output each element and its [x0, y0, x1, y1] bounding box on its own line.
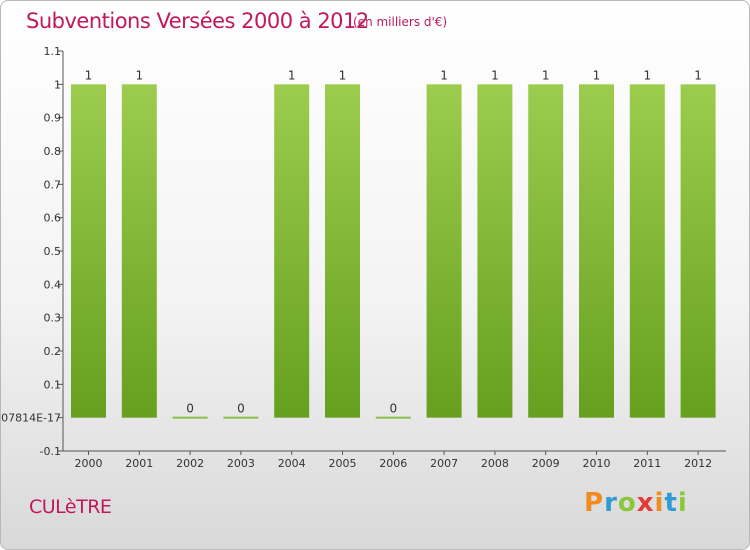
x-tick-label: 2001 — [125, 457, 153, 470]
data-label: 1 — [643, 68, 651, 82]
x-tick-label: 2000 — [75, 457, 103, 470]
y-tick-label: 1.3877787807814E-17 — [1, 412, 61, 425]
data-label: 1 — [339, 68, 347, 82]
data-label: 0 — [389, 402, 397, 416]
commune-name: CULèTRE — [29, 496, 112, 518]
x-tick-label: 2005 — [329, 457, 357, 470]
x-tick-label: 2010 — [583, 457, 611, 470]
bar — [172, 416, 208, 419]
logo-letter: o — [617, 488, 637, 518]
y-tick-label: 0.5 — [44, 245, 62, 258]
data-label: 0 — [186, 402, 194, 416]
bar — [121, 84, 157, 418]
bar — [426, 84, 462, 418]
data-label: 1 — [85, 68, 93, 82]
logo-letter: i — [677, 488, 688, 518]
data-label: 1 — [440, 68, 448, 82]
logo-letter: t — [664, 488, 678, 518]
y-tick-label: 1.1 — [44, 45, 62, 58]
y-tick-label: 0.1 — [44, 378, 62, 391]
x-tick-label: 2008 — [481, 457, 509, 470]
chart-title: Subventions Versées 2000 à 2012 — [26, 9, 369, 33]
bar — [629, 84, 665, 418]
bar — [325, 84, 360, 418]
bar — [528, 84, 564, 418]
x-tick-label: 2003 — [227, 457, 255, 470]
logo-letter: i — [654, 488, 665, 518]
logo-letter: P — [584, 488, 605, 518]
bar — [477, 84, 513, 418]
data-label: 1 — [491, 68, 499, 82]
logo-letter: x — [636, 488, 655, 518]
data-label: 0 — [237, 402, 245, 416]
unit-note: (en milliers d'€) — [353, 15, 448, 29]
data-label: 1 — [135, 68, 143, 82]
proxiti-logo[interactable]: Proxiti — [584, 488, 688, 518]
bar — [680, 84, 716, 418]
x-tick-label: 2011 — [633, 457, 661, 470]
x-tick-label: 2007 — [430, 457, 458, 470]
x-tick-label: 2002 — [176, 457, 204, 470]
y-tick-label: 0.6 — [44, 212, 62, 225]
y-tick-label: 0.7 — [44, 178, 62, 191]
y-tick-label: -0.1 — [40, 445, 61, 458]
data-label: 1 — [694, 68, 702, 82]
x-tick-label: 2006 — [379, 457, 407, 470]
y-tick-label: 0.8 — [44, 145, 62, 158]
y-tick-label: 1 — [54, 78, 61, 91]
data-label: 1 — [288, 68, 296, 82]
x-tick-label: 2012 — [684, 457, 712, 470]
x-tick-label: 2004 — [278, 457, 306, 470]
y-tick-label: 0.9 — [44, 112, 62, 125]
bar — [223, 416, 259, 419]
y-tick-label: 0.2 — [44, 345, 62, 358]
data-label: 1 — [593, 68, 601, 82]
bar — [375, 416, 411, 419]
x-tick-label: 2009 — [532, 457, 560, 470]
data-label: 1 — [542, 68, 550, 82]
bar — [274, 84, 310, 418]
logo-letter: r — [604, 488, 618, 518]
y-tick-label: 0.3 — [44, 312, 62, 325]
y-tick-label: 0.4 — [44, 278, 62, 291]
bar — [579, 84, 614, 418]
bar — [71, 84, 106, 418]
